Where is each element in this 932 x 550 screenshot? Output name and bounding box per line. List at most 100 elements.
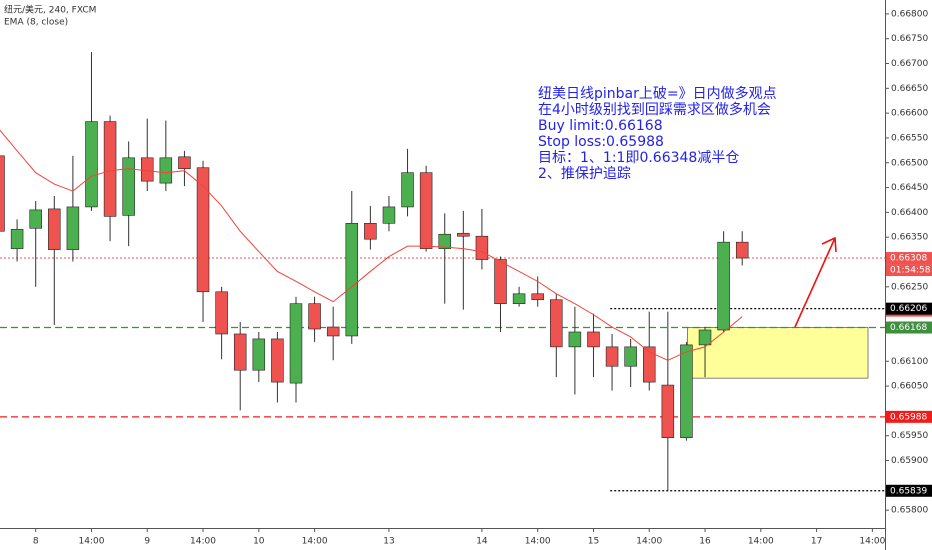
candle-body [512,293,526,304]
x-tick-label: 17 [811,537,822,547]
price-label-text: 0.66168 [890,323,927,333]
x-tick-label: 14:00 [525,537,551,547]
x-tick-label: 15 [588,537,599,547]
x-tick-label: 14 [476,537,488,547]
candle-body [438,233,451,249]
annotation-line: Buy limit:0.66168 [538,118,663,134]
y-tick-label: 0.66400 [891,208,928,218]
candle-body [122,157,135,216]
x-tick-label: 10 [253,537,265,547]
countdown: 01:54:58 [890,266,931,276]
x-tick-label: 14:00 [79,537,105,547]
candle-body [587,331,600,348]
candle-body [308,303,321,330]
price-label-bg [886,252,932,265]
candle-body [475,235,489,260]
annotation-line: 目标：1、1:1即0.66348减半仓 [538,150,739,166]
candle-body [289,303,303,384]
price-label-bg [886,302,932,315]
price-label-bg [886,484,932,497]
x-tick-label: 14:00 [748,537,774,547]
y-tick-label: 0.66600 [891,109,928,119]
candle-body [605,346,619,367]
x-tick-label: 14:00 [859,537,885,547]
y-tick-label: 0.66100 [891,357,928,367]
arrow-head [821,236,837,253]
y-tick-label: 0.66700 [891,59,928,69]
annotation-line: Stop loss:0.65988 [538,134,664,150]
arrow-shaft [794,237,836,328]
y-tick-label: 0.66450 [891,183,928,193]
countdown-bg [886,264,932,277]
annotation-line: 2、推保护追踪 [538,166,631,182]
y-tick-label: 0.66650 [891,84,928,94]
candle-body [10,228,24,249]
ema-line [0,129,743,361]
candle-body [698,329,712,346]
y-tick-label: 0.66550 [891,133,928,143]
y-tick-label: 0.65800 [891,506,928,516]
y-tick-label: 0.65900 [891,456,928,466]
price-label-bg [886,410,932,423]
candle-body [233,333,247,371]
x-tick-label: 8 [33,537,39,547]
candle-body [494,259,507,304]
y-tick-label: 0.66500 [891,158,928,168]
price-label-text: 0.66206 [890,304,927,314]
candle-body [215,291,228,335]
y-tick-label: 0.66750 [891,34,928,44]
candle-body [326,326,340,337]
y-tick-label: 0.66800 [891,9,928,19]
price-label-text: 0.66308 [890,254,927,264]
price-label-text: 0.65839 [890,486,927,496]
candle-body [271,338,284,383]
candle-body [457,232,470,237]
candle-body [661,384,675,438]
candle-body [178,156,191,170]
candle-body [531,293,544,301]
indicator-label: EMA (8, close) [4,18,68,28]
x-tick-label: 13 [383,537,394,547]
x-tick-label: 9 [144,537,150,547]
y-tick-label: 0.66350 [891,233,928,243]
candle-body [717,241,730,331]
candle-body [364,223,377,240]
y-tick-label: 0.66250 [891,282,928,292]
price-label-bg [886,321,932,334]
price-label: 0.66308 01:54:58 [886,252,932,277]
candle-body [103,121,117,217]
target-arrow [794,236,837,328]
price-label-text: 0.65988 [890,412,927,422]
candle-body [66,206,80,250]
candle-body [345,223,359,337]
x-tick-label: 14:00 [302,537,328,547]
candle-body [419,172,433,249]
candle-body [735,241,749,259]
annotation-line: 纽美日线pinbar上破=》日内做多观点 [538,85,777,102]
price-label: 0.65988 [886,410,932,423]
x-tick-label: 14:00 [190,537,216,547]
annotation-line: 在4小时级别找到回踩需求区做多机会 [538,101,771,118]
candle-body [0,155,5,232]
chart-title: 纽元/美元, 240, FXCM [4,4,96,16]
y-tick-label: 0.66050 [891,382,928,392]
x-tick-label: 16 [699,537,711,547]
candle-body [550,299,563,348]
candle-body [29,209,42,229]
candle-body [401,172,414,208]
candle-body [196,167,210,293]
demand-zone [687,327,869,379]
candle-body [85,121,98,208]
candle-body [642,346,656,383]
y-tick-label: 0.65950 [891,431,928,441]
candle-body [624,346,637,367]
price-label: 0.65839 [886,484,932,497]
candle-body [680,344,693,438]
candle-body [382,206,396,224]
candle-body [252,338,266,371]
price-label: 0.66206 [886,302,932,315]
candle-body [48,208,61,250]
x-tick-label: 14:00 [636,537,662,547]
